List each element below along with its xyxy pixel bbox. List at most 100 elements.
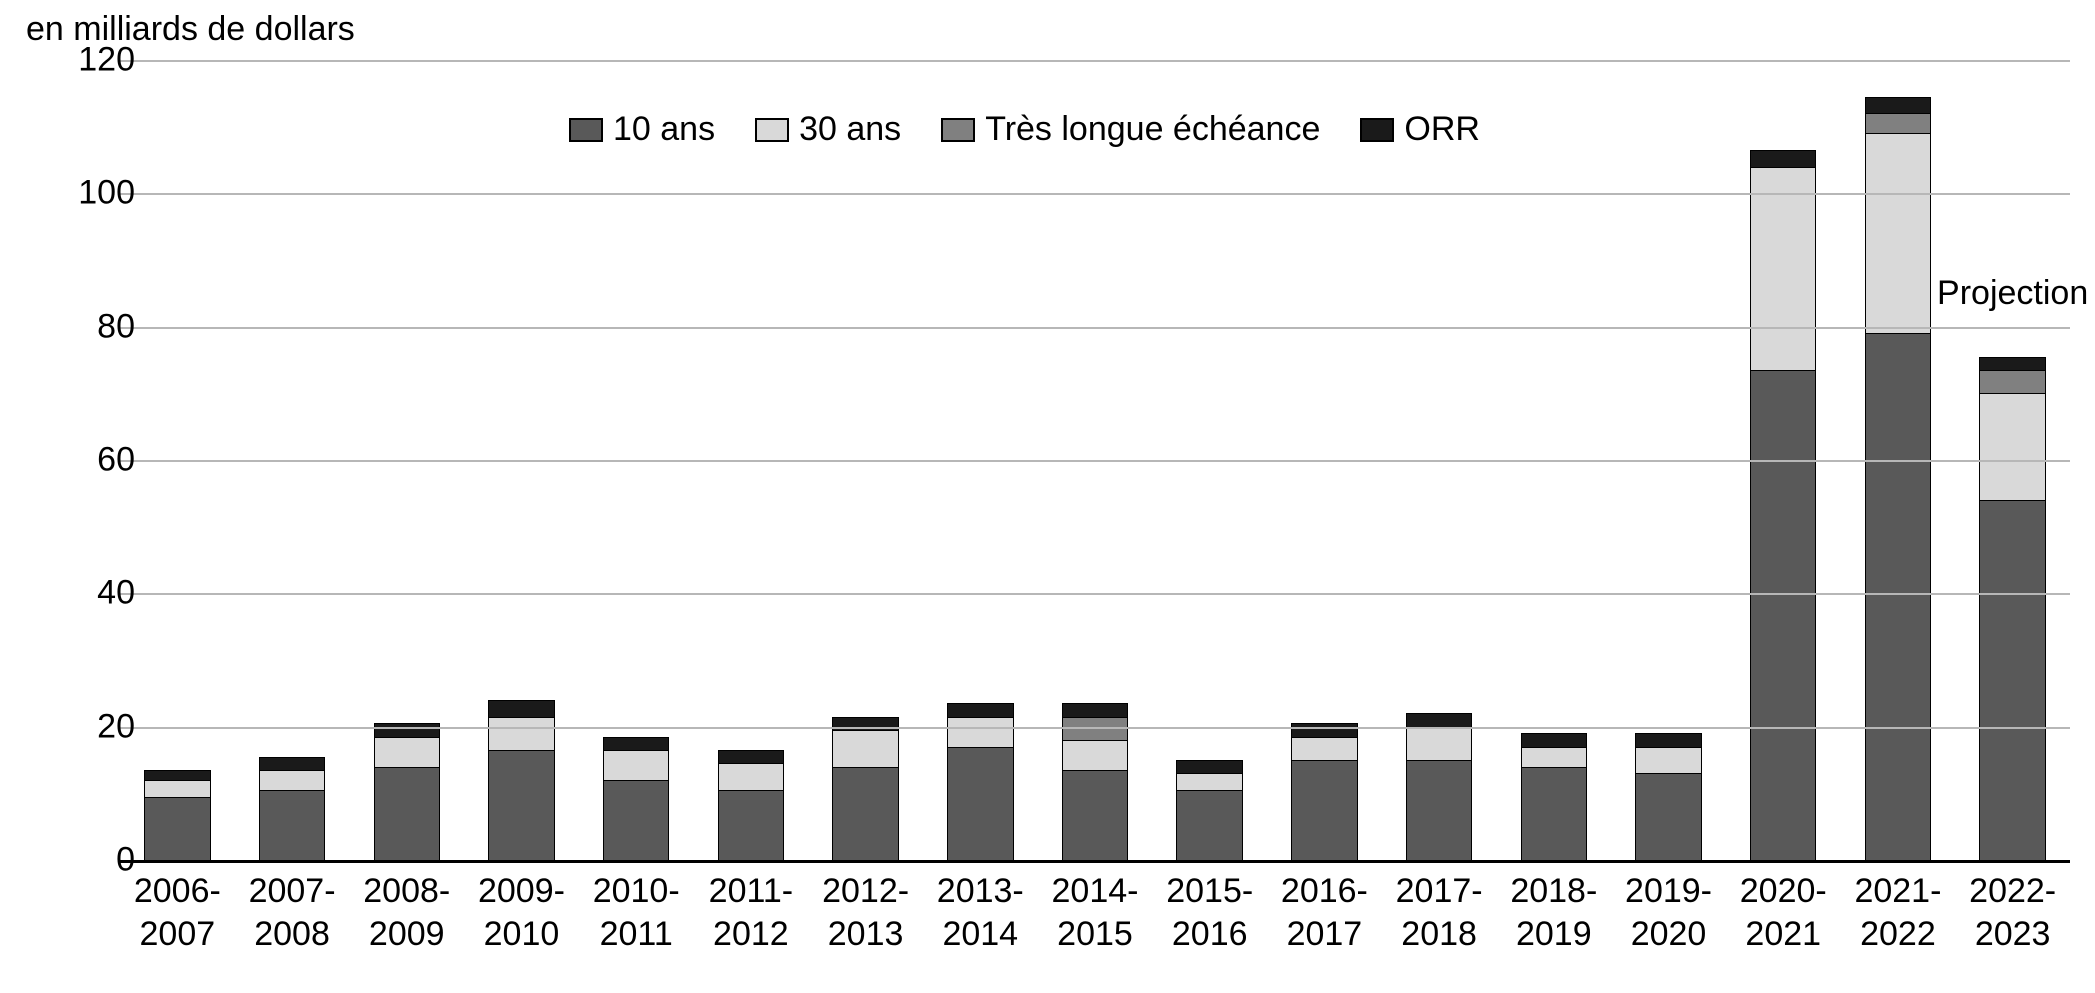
gridline <box>120 193 2070 195</box>
x-tick-label: 2022-2023 <box>1955 870 2070 955</box>
y-tick-label: 100 <box>78 174 135 213</box>
bar-segment-thirty <box>488 717 555 750</box>
bar-segment-orr <box>1750 150 1817 167</box>
x-tick-label: 2019-2020 <box>1611 870 1726 955</box>
bar-group <box>1635 733 1702 860</box>
legend-swatch-thirty <box>755 118 789 142</box>
y-axis-title: en milliards de dollars <box>26 10 355 49</box>
legend-swatch-ten <box>569 118 603 142</box>
bar-segment-ten <box>374 767 441 860</box>
bar-segment-ten <box>259 790 326 860</box>
bar-group <box>1521 733 1588 860</box>
x-tick-label: 2017-2018 <box>1382 870 1497 955</box>
bar-segment-thirty <box>1176 773 1243 790</box>
x-tick-label: 2014-2015 <box>1038 870 1153 955</box>
y-tick-label: 20 <box>97 707 135 746</box>
bar-segment-orr <box>1176 760 1243 773</box>
bar-segment-ten <box>718 790 785 860</box>
legend-item-ten: 10 ans <box>569 110 715 149</box>
projection-annotation: Projection <box>1937 274 2088 313</box>
bar-group <box>144 770 211 860</box>
bar-segment-thirty <box>1865 133 1932 333</box>
bar-group <box>718 750 785 860</box>
bar-segment-orr <box>1979 357 2046 370</box>
x-tick-label: 2011-2012 <box>693 870 808 955</box>
bar-segment-orr <box>1865 97 1932 114</box>
bar-segment-thirty <box>1635 747 1702 774</box>
bar-segment-ten <box>1979 500 2046 860</box>
bar-segment-orr <box>947 703 1014 716</box>
bar-segment-ten <box>488 750 555 860</box>
legend-item-ultra: Très longue échéance <box>941 110 1320 149</box>
bar-segment-thirty <box>1979 393 2046 500</box>
y-tick-label: 60 <box>97 441 135 480</box>
bar-group <box>1865 97 1932 860</box>
bar-segment-orr <box>1062 703 1129 716</box>
bar-segment-orr <box>1635 733 1702 746</box>
x-tick-label: 2015-2016 <box>1152 870 1267 955</box>
bar-segment-thirty <box>947 717 1014 747</box>
bar-segment-ten <box>1521 767 1588 860</box>
x-tick-label: 2016-2017 <box>1267 870 1382 955</box>
bar-segment-orr <box>718 750 785 763</box>
gridline <box>120 327 2070 329</box>
legend-swatch-orr <box>1360 118 1394 142</box>
bar-group <box>603 737 670 860</box>
bar-segment-orr <box>1291 723 1358 736</box>
bar-segment-thirty <box>832 730 899 767</box>
bar-group <box>1979 357 2046 860</box>
bar-segment-thirty <box>259 770 326 790</box>
bar-segment-ten <box>1291 760 1358 860</box>
bar-segment-ten <box>947 747 1014 860</box>
bar-group <box>374 723 441 860</box>
bar-segment-thirty <box>718 763 785 790</box>
legend-label: Très longue échéance <box>985 110 1320 149</box>
x-tick-label: 2013-2014 <box>923 870 1038 955</box>
bar-segment-thirty <box>1062 740 1129 770</box>
bar-segment-ten <box>1865 333 1932 860</box>
legend-item-orr: ORR <box>1360 110 1480 149</box>
y-tick-label: 120 <box>78 41 135 80</box>
x-tick-label: 2021-2022 <box>1840 870 1955 955</box>
bar-group <box>1406 713 1473 860</box>
bar-segment-ten <box>603 780 670 860</box>
plot-area <box>120 60 2070 863</box>
legend: 10 ans 30 ans Très longue échéance ORR <box>569 110 1502 149</box>
chart-container: en milliards de dollars 10 ans 30 ans Très… <box>0 0 2095 993</box>
x-tick-label: 2009-2010 <box>464 870 579 955</box>
x-tick-label: 2008-2009 <box>349 870 464 955</box>
bar-segment-ten <box>1635 773 1702 860</box>
x-tick-label: 2007-2008 <box>235 870 350 955</box>
gridline <box>120 60 2070 62</box>
bar-segment-orr <box>1521 733 1588 746</box>
bar-segment-thirty <box>374 737 441 767</box>
x-tick-label: 2006-2007 <box>120 870 235 955</box>
bar-segment-ten <box>144 797 211 860</box>
bar-group <box>259 757 326 860</box>
bar-segment-thirty <box>1406 727 1473 760</box>
legend-label: 30 ans <box>799 110 901 149</box>
bar-segment-ultra <box>1865 113 1932 133</box>
x-tick-label: 2020-2021 <box>1726 870 1841 955</box>
bar-group <box>832 717 899 860</box>
bar-segment-ten <box>1176 790 1243 860</box>
y-tick-label: 40 <box>97 574 135 613</box>
bar-segment-orr <box>144 770 211 780</box>
bar-group <box>488 700 555 860</box>
legend-label: ORR <box>1404 110 1480 149</box>
bar-segment-thirty <box>1750 167 1817 370</box>
bar-segment-thirty <box>1521 747 1588 767</box>
bar-group <box>1291 723 1358 860</box>
bar-segment-orr <box>603 737 670 750</box>
legend-item-thirty: 30 ans <box>755 110 901 149</box>
gridline <box>120 727 2070 729</box>
x-tick-label: 2012-2013 <box>808 870 923 955</box>
bar-segment-ultra <box>1979 370 2046 393</box>
bar-segment-thirty <box>144 780 211 797</box>
bar-segment-thirty <box>603 750 670 780</box>
bar-group <box>1750 150 1817 860</box>
bar-segment-ten <box>1406 760 1473 860</box>
legend-label: 10 ans <box>613 110 715 149</box>
x-tick-label: 2010-2011 <box>579 870 694 955</box>
x-tick-label: 2018-2019 <box>1496 870 1611 955</box>
